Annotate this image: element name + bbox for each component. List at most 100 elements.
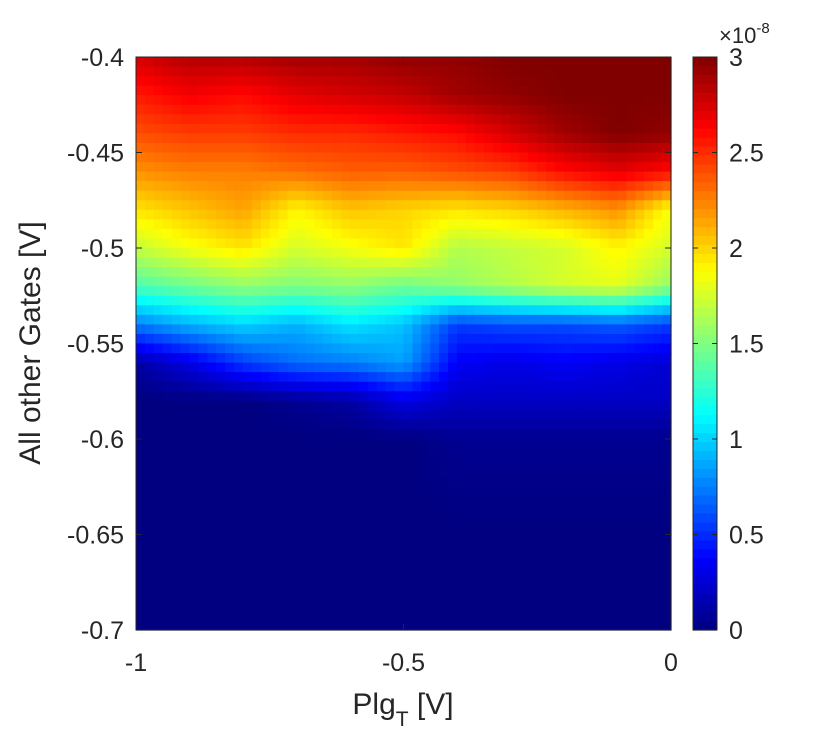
heatmap-cell bbox=[430, 295, 440, 306]
heatmap-cell bbox=[528, 324, 538, 335]
heatmap-cell bbox=[136, 162, 146, 173]
heatmap-cell bbox=[555, 391, 565, 402]
heatmap-cell bbox=[644, 104, 654, 115]
heatmap-cell bbox=[510, 123, 521, 134]
heatmap-cell bbox=[564, 171, 574, 182]
heatmap-cell bbox=[483, 295, 494, 306]
heatmap-cell bbox=[260, 343, 271, 354]
heatmap-cell bbox=[492, 257, 503, 268]
heatmap-cell bbox=[216, 57, 226, 68]
heatmap-cell bbox=[287, 553, 298, 564]
heatmap-cell bbox=[564, 333, 574, 345]
heatmap-cell bbox=[394, 362, 405, 373]
colorbar-segment bbox=[693, 450, 717, 461]
heatmap-cell bbox=[465, 305, 476, 316]
heatmap-cell bbox=[644, 228, 654, 240]
heatmap-cell bbox=[358, 95, 369, 106]
heatmap-cell bbox=[448, 295, 458, 306]
heatmap-cell bbox=[662, 505, 672, 516]
heatmap-cell bbox=[385, 400, 396, 411]
heatmap-cell bbox=[332, 57, 342, 68]
heatmap-cell bbox=[367, 353, 378, 364]
heatmap-cell bbox=[430, 362, 440, 373]
heatmap-cell bbox=[644, 620, 654, 631]
heatmap-cell bbox=[403, 391, 414, 402]
heatmap-cell bbox=[332, 362, 342, 373]
heatmap-cell bbox=[225, 228, 235, 240]
heatmap-cell bbox=[376, 439, 387, 450]
heatmap-cell bbox=[474, 582, 485, 593]
heatmap-cell bbox=[626, 238, 636, 249]
heatmap-cell bbox=[421, 190, 431, 201]
heatmap-cell bbox=[635, 448, 645, 459]
heatmap-cell bbox=[546, 496, 556, 507]
heatmap-cell bbox=[555, 563, 565, 574]
heatmap-cell bbox=[465, 439, 476, 450]
colorbar-segment bbox=[693, 101, 717, 112]
heatmap-cell bbox=[207, 133, 217, 144]
heatmap-cell bbox=[153, 429, 164, 440]
heatmap-cell bbox=[198, 486, 208, 497]
heatmap-cell bbox=[287, 333, 298, 345]
heatmap-cell bbox=[234, 104, 244, 115]
heatmap-cell bbox=[225, 209, 235, 220]
heatmap-cell bbox=[510, 76, 521, 87]
heatmap-cell bbox=[537, 305, 547, 316]
heatmap-cell bbox=[207, 200, 217, 211]
heatmap-cell bbox=[394, 572, 405, 583]
heatmap-cell bbox=[501, 114, 512, 125]
heatmap-cell bbox=[457, 333, 467, 345]
heatmap-cell bbox=[448, 572, 458, 583]
heatmap-cell bbox=[269, 524, 280, 536]
heatmap-cell bbox=[457, 257, 467, 268]
heatmap-cell bbox=[590, 200, 601, 211]
heatmap-cell bbox=[314, 391, 324, 402]
heatmap-cell bbox=[412, 372, 422, 383]
heatmap-cell bbox=[136, 515, 146, 526]
heatmap-cell bbox=[394, 591, 405, 602]
heatmap-cell bbox=[421, 610, 431, 622]
heatmap-cell bbox=[412, 238, 422, 249]
heatmap-cell bbox=[216, 486, 226, 497]
heatmap-cell bbox=[216, 181, 226, 192]
heatmap-cell bbox=[162, 582, 173, 593]
heatmap-cell bbox=[510, 591, 521, 602]
heatmap-cell bbox=[519, 95, 529, 106]
heatmap-cell bbox=[555, 152, 565, 163]
heatmap-cell bbox=[162, 324, 173, 335]
heatmap-cell bbox=[314, 572, 324, 583]
heatmap-cell bbox=[269, 582, 280, 593]
heatmap-cell bbox=[314, 57, 324, 68]
heatmap-cell bbox=[537, 591, 547, 602]
heatmap-cell bbox=[457, 305, 467, 316]
heatmap-cell bbox=[385, 276, 396, 287]
heatmap-cell bbox=[546, 57, 556, 68]
heatmap-cell bbox=[323, 95, 333, 106]
heatmap-cell bbox=[180, 544, 191, 555]
heatmap-cell bbox=[162, 477, 173, 488]
heatmap-cell bbox=[599, 104, 610, 115]
heatmap-cell bbox=[626, 123, 636, 134]
heatmap-cell bbox=[403, 524, 414, 536]
heatmap-cell bbox=[546, 572, 556, 583]
heatmap-cell bbox=[492, 410, 503, 421]
heatmap-cell bbox=[430, 591, 440, 602]
x-axis-label-subscript: T bbox=[396, 708, 409, 731]
heatmap-cell bbox=[448, 544, 458, 555]
heatmap-cell bbox=[501, 591, 512, 602]
heatmap-cell bbox=[626, 534, 636, 545]
heatmap-cell bbox=[403, 267, 414, 278]
heatmap-cell bbox=[269, 496, 280, 507]
heatmap-cell bbox=[412, 286, 422, 297]
heatmap-cell bbox=[457, 248, 467, 259]
heatmap-cell bbox=[234, 95, 244, 106]
heatmap-cell bbox=[510, 114, 521, 125]
heatmap-cell bbox=[225, 610, 235, 622]
heatmap-cell bbox=[243, 515, 253, 526]
heatmap-cell bbox=[430, 486, 440, 497]
heatmap-cell bbox=[457, 162, 467, 173]
heatmap-cell bbox=[564, 553, 574, 564]
heatmap-cell bbox=[171, 362, 182, 373]
heatmap-cell bbox=[492, 104, 503, 115]
heatmap-cell bbox=[510, 362, 521, 373]
